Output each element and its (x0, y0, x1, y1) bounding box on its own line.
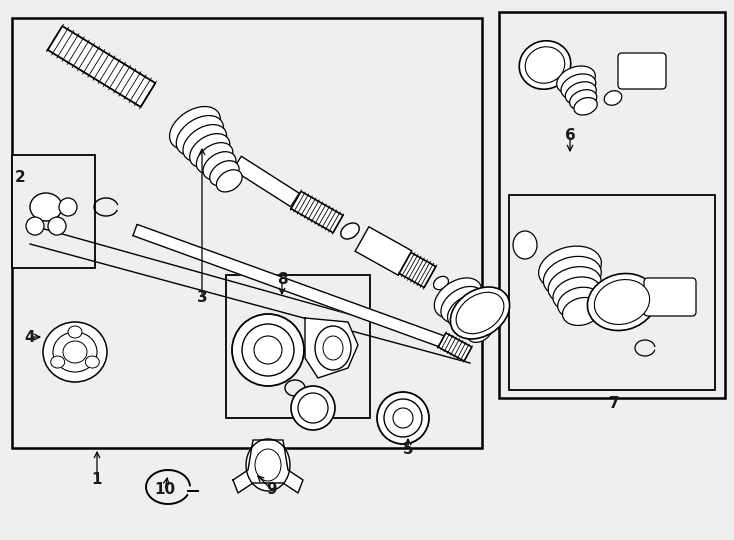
Ellipse shape (441, 286, 484, 323)
Ellipse shape (85, 356, 99, 368)
Text: 3: 3 (197, 291, 207, 306)
Ellipse shape (556, 66, 595, 94)
Ellipse shape (561, 74, 596, 99)
Ellipse shape (451, 287, 509, 339)
Text: 2: 2 (15, 171, 26, 186)
Ellipse shape (377, 392, 429, 444)
Text: 4: 4 (25, 329, 35, 345)
Ellipse shape (570, 90, 597, 110)
Ellipse shape (26, 217, 44, 235)
Ellipse shape (53, 332, 97, 372)
Ellipse shape (574, 98, 597, 115)
Ellipse shape (43, 322, 107, 382)
Polygon shape (233, 156, 299, 207)
Ellipse shape (562, 298, 601, 326)
Ellipse shape (384, 399, 422, 437)
Polygon shape (291, 191, 343, 233)
Polygon shape (48, 26, 156, 107)
Ellipse shape (183, 125, 227, 161)
Ellipse shape (170, 106, 220, 150)
Ellipse shape (254, 336, 282, 364)
Ellipse shape (539, 246, 601, 290)
Ellipse shape (63, 341, 87, 363)
Bar (226, 275, 370, 418)
Ellipse shape (461, 312, 490, 338)
Ellipse shape (217, 170, 242, 192)
Ellipse shape (176, 116, 224, 156)
Ellipse shape (30, 193, 62, 221)
Ellipse shape (558, 287, 601, 319)
Text: 6: 6 (564, 127, 575, 143)
Ellipse shape (197, 143, 233, 174)
Ellipse shape (434, 276, 448, 289)
Ellipse shape (565, 82, 596, 105)
Ellipse shape (298, 393, 328, 423)
Polygon shape (399, 253, 436, 287)
FancyBboxPatch shape (644, 278, 696, 316)
Ellipse shape (255, 449, 281, 481)
Bar (12, 155, 95, 268)
Text: 9: 9 (266, 483, 277, 497)
Ellipse shape (291, 386, 335, 430)
Polygon shape (355, 227, 412, 275)
Ellipse shape (51, 356, 65, 368)
Ellipse shape (456, 292, 504, 334)
Ellipse shape (448, 295, 486, 328)
Ellipse shape (59, 198, 77, 216)
Ellipse shape (189, 133, 230, 167)
Ellipse shape (526, 47, 564, 83)
Ellipse shape (435, 278, 482, 318)
Ellipse shape (203, 152, 236, 180)
Ellipse shape (604, 91, 622, 105)
FancyBboxPatch shape (618, 53, 666, 89)
Ellipse shape (323, 336, 343, 360)
Ellipse shape (68, 326, 82, 338)
Ellipse shape (543, 256, 601, 297)
Ellipse shape (246, 439, 290, 491)
Bar (499, 12, 725, 398)
Ellipse shape (210, 161, 239, 186)
Ellipse shape (595, 280, 650, 325)
Ellipse shape (587, 273, 657, 330)
Polygon shape (305, 318, 358, 378)
Ellipse shape (341, 223, 359, 239)
Ellipse shape (553, 277, 601, 311)
Ellipse shape (519, 40, 571, 89)
Ellipse shape (315, 326, 351, 370)
Text: 10: 10 (154, 483, 175, 497)
Text: 8: 8 (277, 273, 287, 287)
Polygon shape (438, 333, 472, 361)
Ellipse shape (242, 324, 294, 376)
Polygon shape (233, 440, 303, 493)
Ellipse shape (232, 314, 304, 386)
Ellipse shape (548, 267, 601, 304)
Text: 5: 5 (403, 442, 413, 457)
Ellipse shape (48, 217, 66, 235)
Ellipse shape (513, 231, 537, 259)
Bar (12, 18, 482, 448)
Ellipse shape (468, 321, 493, 342)
Ellipse shape (393, 408, 413, 428)
Polygon shape (133, 224, 462, 354)
Text: 1: 1 (92, 472, 102, 488)
Bar (509, 195, 715, 390)
Ellipse shape (454, 303, 488, 333)
Text: 7: 7 (608, 395, 619, 410)
